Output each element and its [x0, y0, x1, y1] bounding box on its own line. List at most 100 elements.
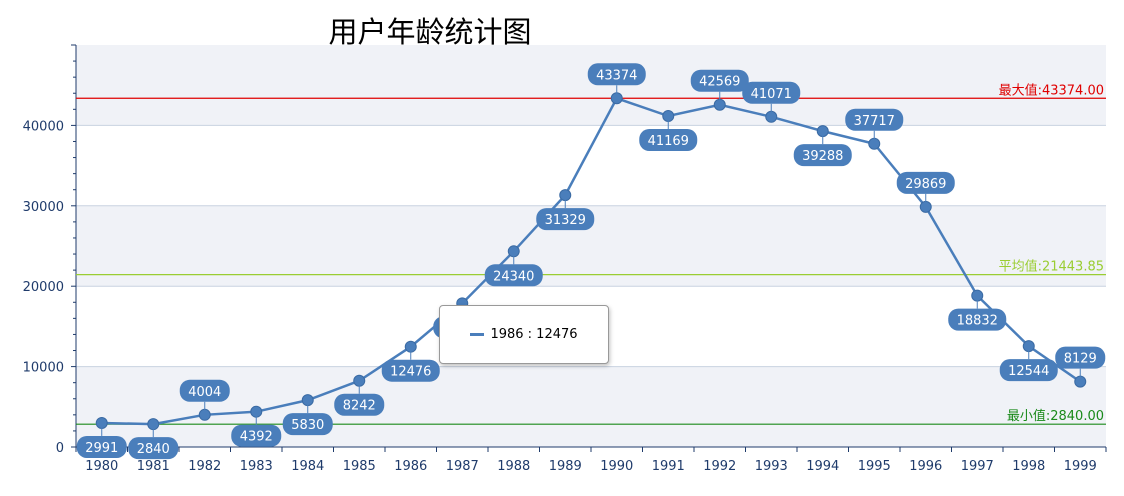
data-label-value: 42569 — [699, 75, 740, 90]
x-tick-label: 1980 — [85, 459, 118, 474]
data-label-value: 18832 — [957, 314, 998, 329]
data-label-bubble — [128, 437, 179, 460]
y-tick-label: 30000 — [23, 200, 64, 215]
x-tick-label: 1996 — [909, 459, 942, 474]
plot-band — [76, 45, 1106, 126]
data-label-value: 43374 — [596, 68, 637, 83]
data-label-value: 12544 — [1008, 364, 1049, 379]
x-tick-label: 1994 — [806, 459, 839, 474]
data-label-bubble — [282, 413, 333, 436]
data-label: 29869 — [896, 171, 955, 207]
data-label: 2991 — [76, 422, 127, 458]
data-label: 8129 — [1055, 346, 1106, 382]
data-label: 43374 — [587, 63, 646, 99]
data-label-value: 24340 — [493, 269, 534, 284]
reference-line-label: 平均值:21443.85 — [999, 259, 1104, 275]
tooltip-text: 1986 : 12476 — [490, 327, 578, 342]
data-label-bubble — [587, 63, 646, 86]
data-label-bubble — [231, 424, 282, 447]
data-label-value: 2840 — [137, 442, 170, 457]
x-tick-label: 1986 — [394, 459, 427, 474]
y-tick-label: 0 — [56, 441, 64, 456]
data-label-bubble — [334, 393, 385, 416]
data-label: 4004 — [179, 379, 230, 415]
y-axis-ticks: 0 10000 20000 30000 40000 — [23, 44, 76, 456]
chart-title: 用户年龄统计图 — [328, 15, 531, 49]
series-polyline — [101, 96, 1081, 426]
reference-line-label: 最大值:43374.00 — [999, 82, 1104, 98]
data-label-bubble — [179, 379, 230, 402]
data-label-bubble — [381, 359, 440, 382]
data-label-bubble — [690, 69, 749, 92]
data-label-bubble — [639, 129, 698, 152]
x-tick-label: 1990 — [600, 459, 633, 474]
data-label-bubble — [896, 171, 955, 194]
data-label-bubble — [999, 359, 1058, 382]
x-tick-label: 1989 — [549, 459, 582, 474]
x-axis-ticks: 1980 1981 1982 1983 1984 1985 1986 1987 1988 1989… — [75, 447, 1107, 474]
x-tick-label: 1988 — [497, 459, 530, 474]
x-tick-label: 1985 — [343, 459, 376, 474]
x-tick-label: 1981 — [137, 459, 170, 474]
data-label-value: 4392 — [240, 430, 273, 445]
x-tick-label: 1983 — [240, 459, 273, 474]
reference-lines: 最大值:43374.00 平均值:21443.85 最小值:2840.00 — [76, 82, 1106, 425]
y-tick-label: 20000 — [23, 280, 64, 295]
x-tick-label: 1998 — [1012, 459, 1045, 474]
data-label: 5830 — [282, 400, 333, 436]
x-tick-label: 1993 — [755, 459, 788, 474]
data-label-value: 41071 — [751, 87, 792, 102]
x-tick-label: 1987 — [446, 459, 479, 474]
data-label-bubble — [484, 264, 543, 287]
y-tick-label: 40000 — [23, 119, 64, 134]
grid-lines — [76, 124, 1106, 368]
data-label: 31329 — [536, 195, 595, 231]
tooltip: 1986 : 12476 — [439, 305, 609, 364]
data-label-bubble — [76, 435, 127, 458]
data-label-value: 31329 — [545, 213, 586, 228]
data-label-bubble — [1055, 346, 1106, 369]
data-label: 42569 — [690, 69, 749, 105]
data-label: 24340 — [484, 251, 543, 287]
x-tick-label: 1997 — [961, 459, 994, 474]
x-tick-label: 1982 — [188, 459, 221, 474]
data-label-value: 5830 — [291, 418, 324, 433]
reference-line-label: 最小值:2840.00 — [1007, 408, 1104, 424]
data-label: 8242 — [334, 380, 385, 416]
data-label: 4392 — [231, 411, 282, 447]
x-tick-label: 1991 — [652, 459, 685, 474]
data-label: 12476 — [381, 346, 440, 382]
data-label-value: 8242 — [343, 399, 376, 414]
data-labels: 2991284040044392583082421247617871243403… — [76, 63, 1106, 460]
data-label-bubble — [793, 144, 852, 167]
data-label-value: 39288 — [802, 149, 843, 164]
data-label-value: 4004 — [188, 385, 221, 400]
data-label: 12544 — [999, 346, 1058, 382]
data-label-value: 29869 — [905, 177, 946, 192]
data-label-bubble — [536, 208, 595, 231]
x-tick-label: 1984 — [291, 459, 324, 474]
tooltip-series-swatch — [470, 333, 485, 336]
data-label-bubble — [742, 81, 801, 104]
x-tick-label: 1999 — [1064, 459, 1097, 474]
data-label: 18832 — [948, 295, 1007, 331]
data-label: 2840 — [128, 424, 179, 460]
data-label-value: 2991 — [85, 441, 118, 456]
data-label: 41071 — [742, 81, 801, 117]
data-label-value: 37717 — [854, 114, 895, 129]
data-label: 37717 — [845, 108, 904, 144]
plot-bands — [76, 45, 1106, 447]
data-label: 39288 — [793, 131, 852, 167]
data-label-value: 8129 — [1064, 352, 1097, 367]
y-tick-label: 10000 — [23, 361, 64, 376]
plot-band — [76, 366, 1106, 447]
data-label-value: 41169 — [648, 134, 689, 149]
x-tick-label: 1992 — [703, 459, 736, 474]
series-line — [101, 96, 1081, 426]
data-label: 41169 — [639, 116, 698, 152]
data-label-bubble — [845, 108, 904, 131]
x-tick-label: 1995 — [858, 459, 891, 474]
data-label-bubble — [948, 308, 1007, 331]
data-label-value: 12476 — [390, 365, 431, 380]
